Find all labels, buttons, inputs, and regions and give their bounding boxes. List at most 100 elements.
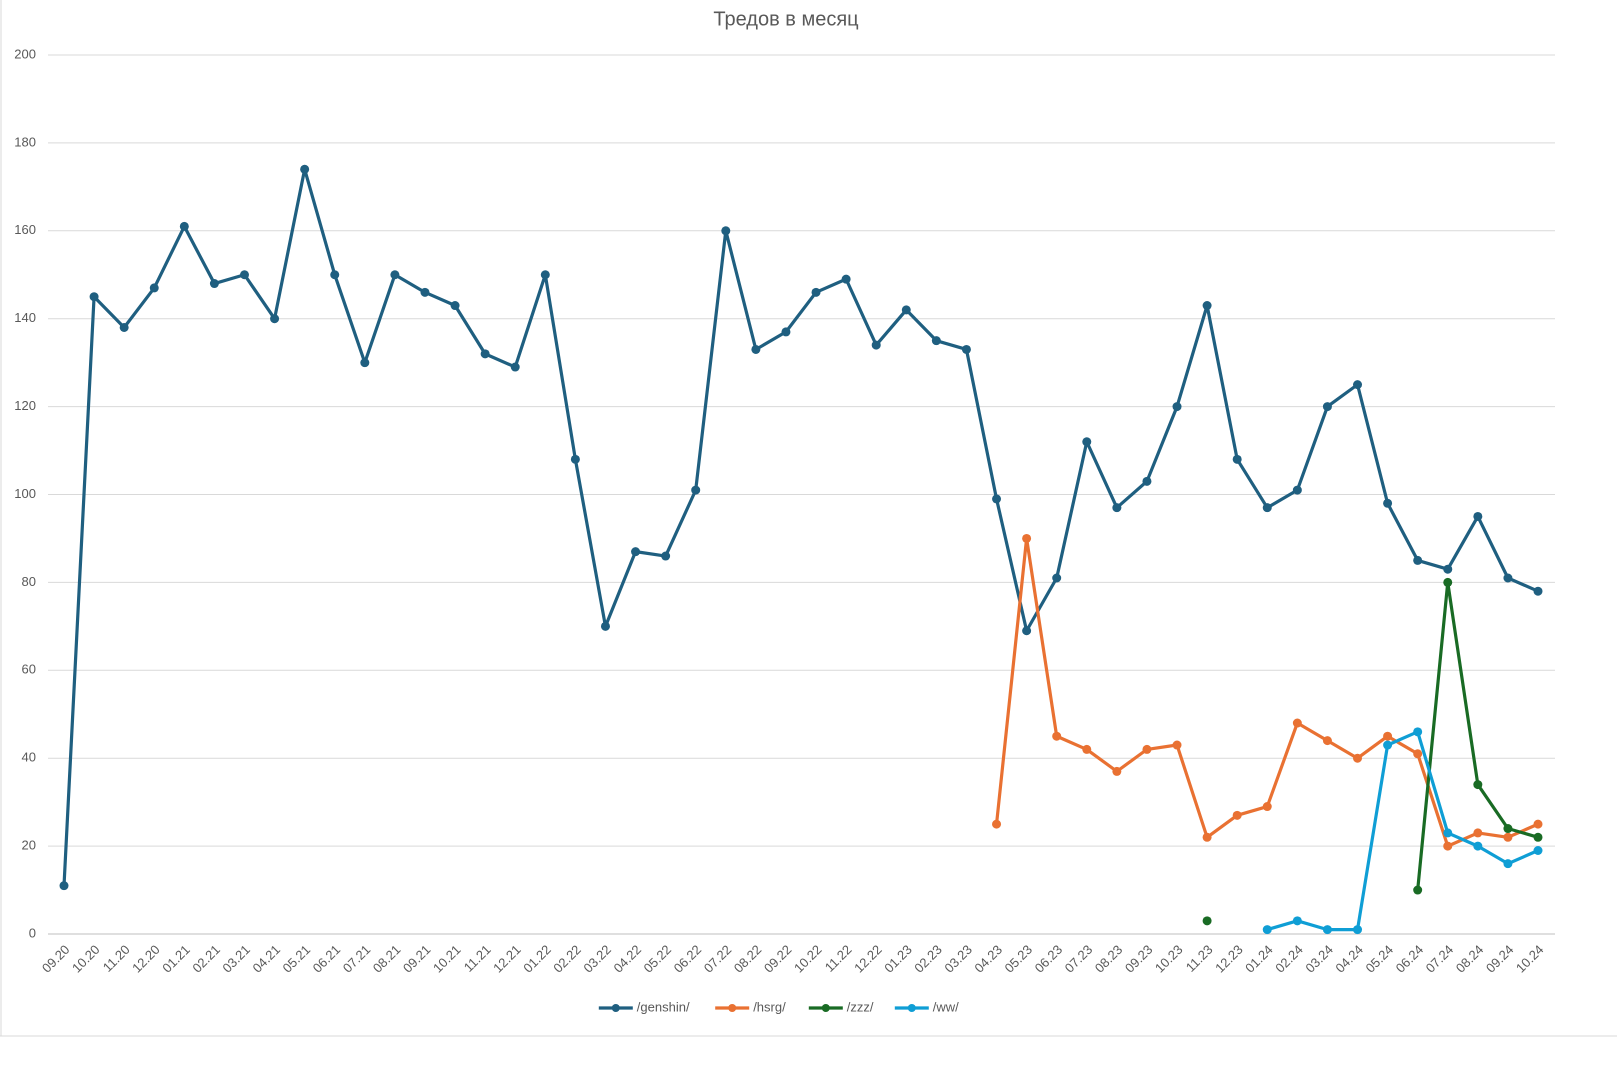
data-point — [1413, 885, 1423, 895]
data-point — [1082, 437, 1092, 447]
data-point — [1262, 802, 1272, 812]
series-line — [62, 167, 1539, 886]
data-point — [901, 305, 911, 315]
legend-label: /genshin/ — [637, 999, 690, 1014]
data-point — [540, 270, 550, 280]
data-point — [1292, 718, 1302, 728]
data-point — [631, 547, 641, 557]
y-tick-label: 160 — [14, 222, 36, 237]
data-point — [992, 494, 1002, 504]
data-point — [751, 344, 761, 354]
data-point — [300, 164, 310, 174]
data-point — [1322, 925, 1332, 935]
data-point — [1142, 476, 1152, 486]
data-point — [1533, 845, 1543, 855]
legend-item: /zzz/ — [808, 999, 874, 1014]
data-point — [1503, 573, 1513, 583]
y-tick-label: 80 — [22, 574, 36, 589]
data-point — [1383, 740, 1393, 750]
data-point — [992, 819, 1002, 829]
data-point — [1413, 727, 1423, 737]
data-point — [1112, 503, 1122, 513]
data-point — [721, 226, 731, 236]
data-point — [1533, 819, 1543, 829]
legend-label: /zzz/ — [847, 999, 874, 1014]
data-point — [1413, 749, 1423, 759]
data-point — [1443, 828, 1453, 838]
data-point — [871, 340, 881, 350]
data-point — [510, 362, 520, 372]
data-point — [330, 270, 340, 280]
data-point — [1322, 736, 1332, 746]
data-point — [1112, 766, 1122, 776]
data-point — [420, 287, 430, 297]
data-point — [1262, 925, 1272, 935]
data-point — [1172, 740, 1182, 750]
data-point — [1262, 503, 1272, 513]
y-tick-label: 20 — [22, 838, 36, 853]
legend-item: /hsrg/ — [715, 999, 786, 1014]
series-line — [1266, 730, 1539, 932]
y-tick-label: 40 — [22, 750, 36, 765]
data-point — [1413, 555, 1423, 565]
y-tick-label: 60 — [22, 662, 36, 677]
data-point — [1353, 925, 1363, 935]
data-point — [1202, 832, 1212, 842]
data-point — [1022, 626, 1032, 636]
y-tick-label: 0 — [29, 925, 36, 940]
data-point — [1353, 380, 1363, 390]
legend-item: /genshin/ — [598, 999, 690, 1014]
data-point — [841, 274, 851, 284]
data-point — [1202, 301, 1212, 311]
data-point — [149, 283, 159, 293]
data-point — [1473, 511, 1483, 521]
data-point — [119, 322, 129, 332]
data-point — [1322, 402, 1332, 412]
data-point — [1202, 916, 1212, 926]
data-point — [1533, 586, 1543, 596]
data-point — [1232, 454, 1242, 464]
y-tick-label: 200 — [14, 46, 36, 61]
data-point — [1383, 731, 1393, 741]
data-point — [1052, 573, 1062, 583]
data-point — [1383, 498, 1393, 508]
data-point — [209, 279, 219, 289]
data-point — [570, 454, 580, 464]
data-point — [1082, 744, 1092, 754]
legend-item: /ww/ — [894, 999, 959, 1014]
legend-marker — [821, 1004, 830, 1012]
data-point — [1473, 780, 1483, 790]
data-point — [1443, 841, 1453, 851]
data-point — [390, 270, 400, 280]
data-point — [270, 314, 280, 324]
data-point — [661, 551, 671, 561]
legend-label: /hsrg/ — [753, 999, 786, 1014]
data-point — [1443, 564, 1453, 574]
data-point — [450, 301, 460, 311]
data-point — [1473, 828, 1483, 838]
legend-label: /ww/ — [933, 999, 959, 1014]
data-point — [1292, 916, 1302, 926]
data-point — [59, 881, 69, 891]
legend-marker — [907, 1004, 916, 1012]
data-point — [1503, 832, 1513, 842]
data-point — [600, 621, 610, 631]
data-point — [1292, 485, 1302, 495]
y-tick-label: 120 — [14, 398, 36, 413]
y-tick-label: 140 — [14, 310, 36, 325]
data-point — [1503, 859, 1513, 869]
data-point — [691, 485, 701, 495]
data-point — [360, 358, 370, 368]
legend-marker — [611, 1004, 620, 1012]
data-point — [1172, 402, 1182, 412]
data-point — [480, 349, 490, 359]
data-point — [1533, 832, 1543, 842]
data-point — [1232, 810, 1242, 820]
data-point — [931, 336, 941, 346]
data-point — [179, 221, 189, 231]
chart-title: Тредов в месяц — [713, 8, 858, 30]
data-point — [1052, 731, 1062, 741]
data-point — [1142, 744, 1152, 754]
